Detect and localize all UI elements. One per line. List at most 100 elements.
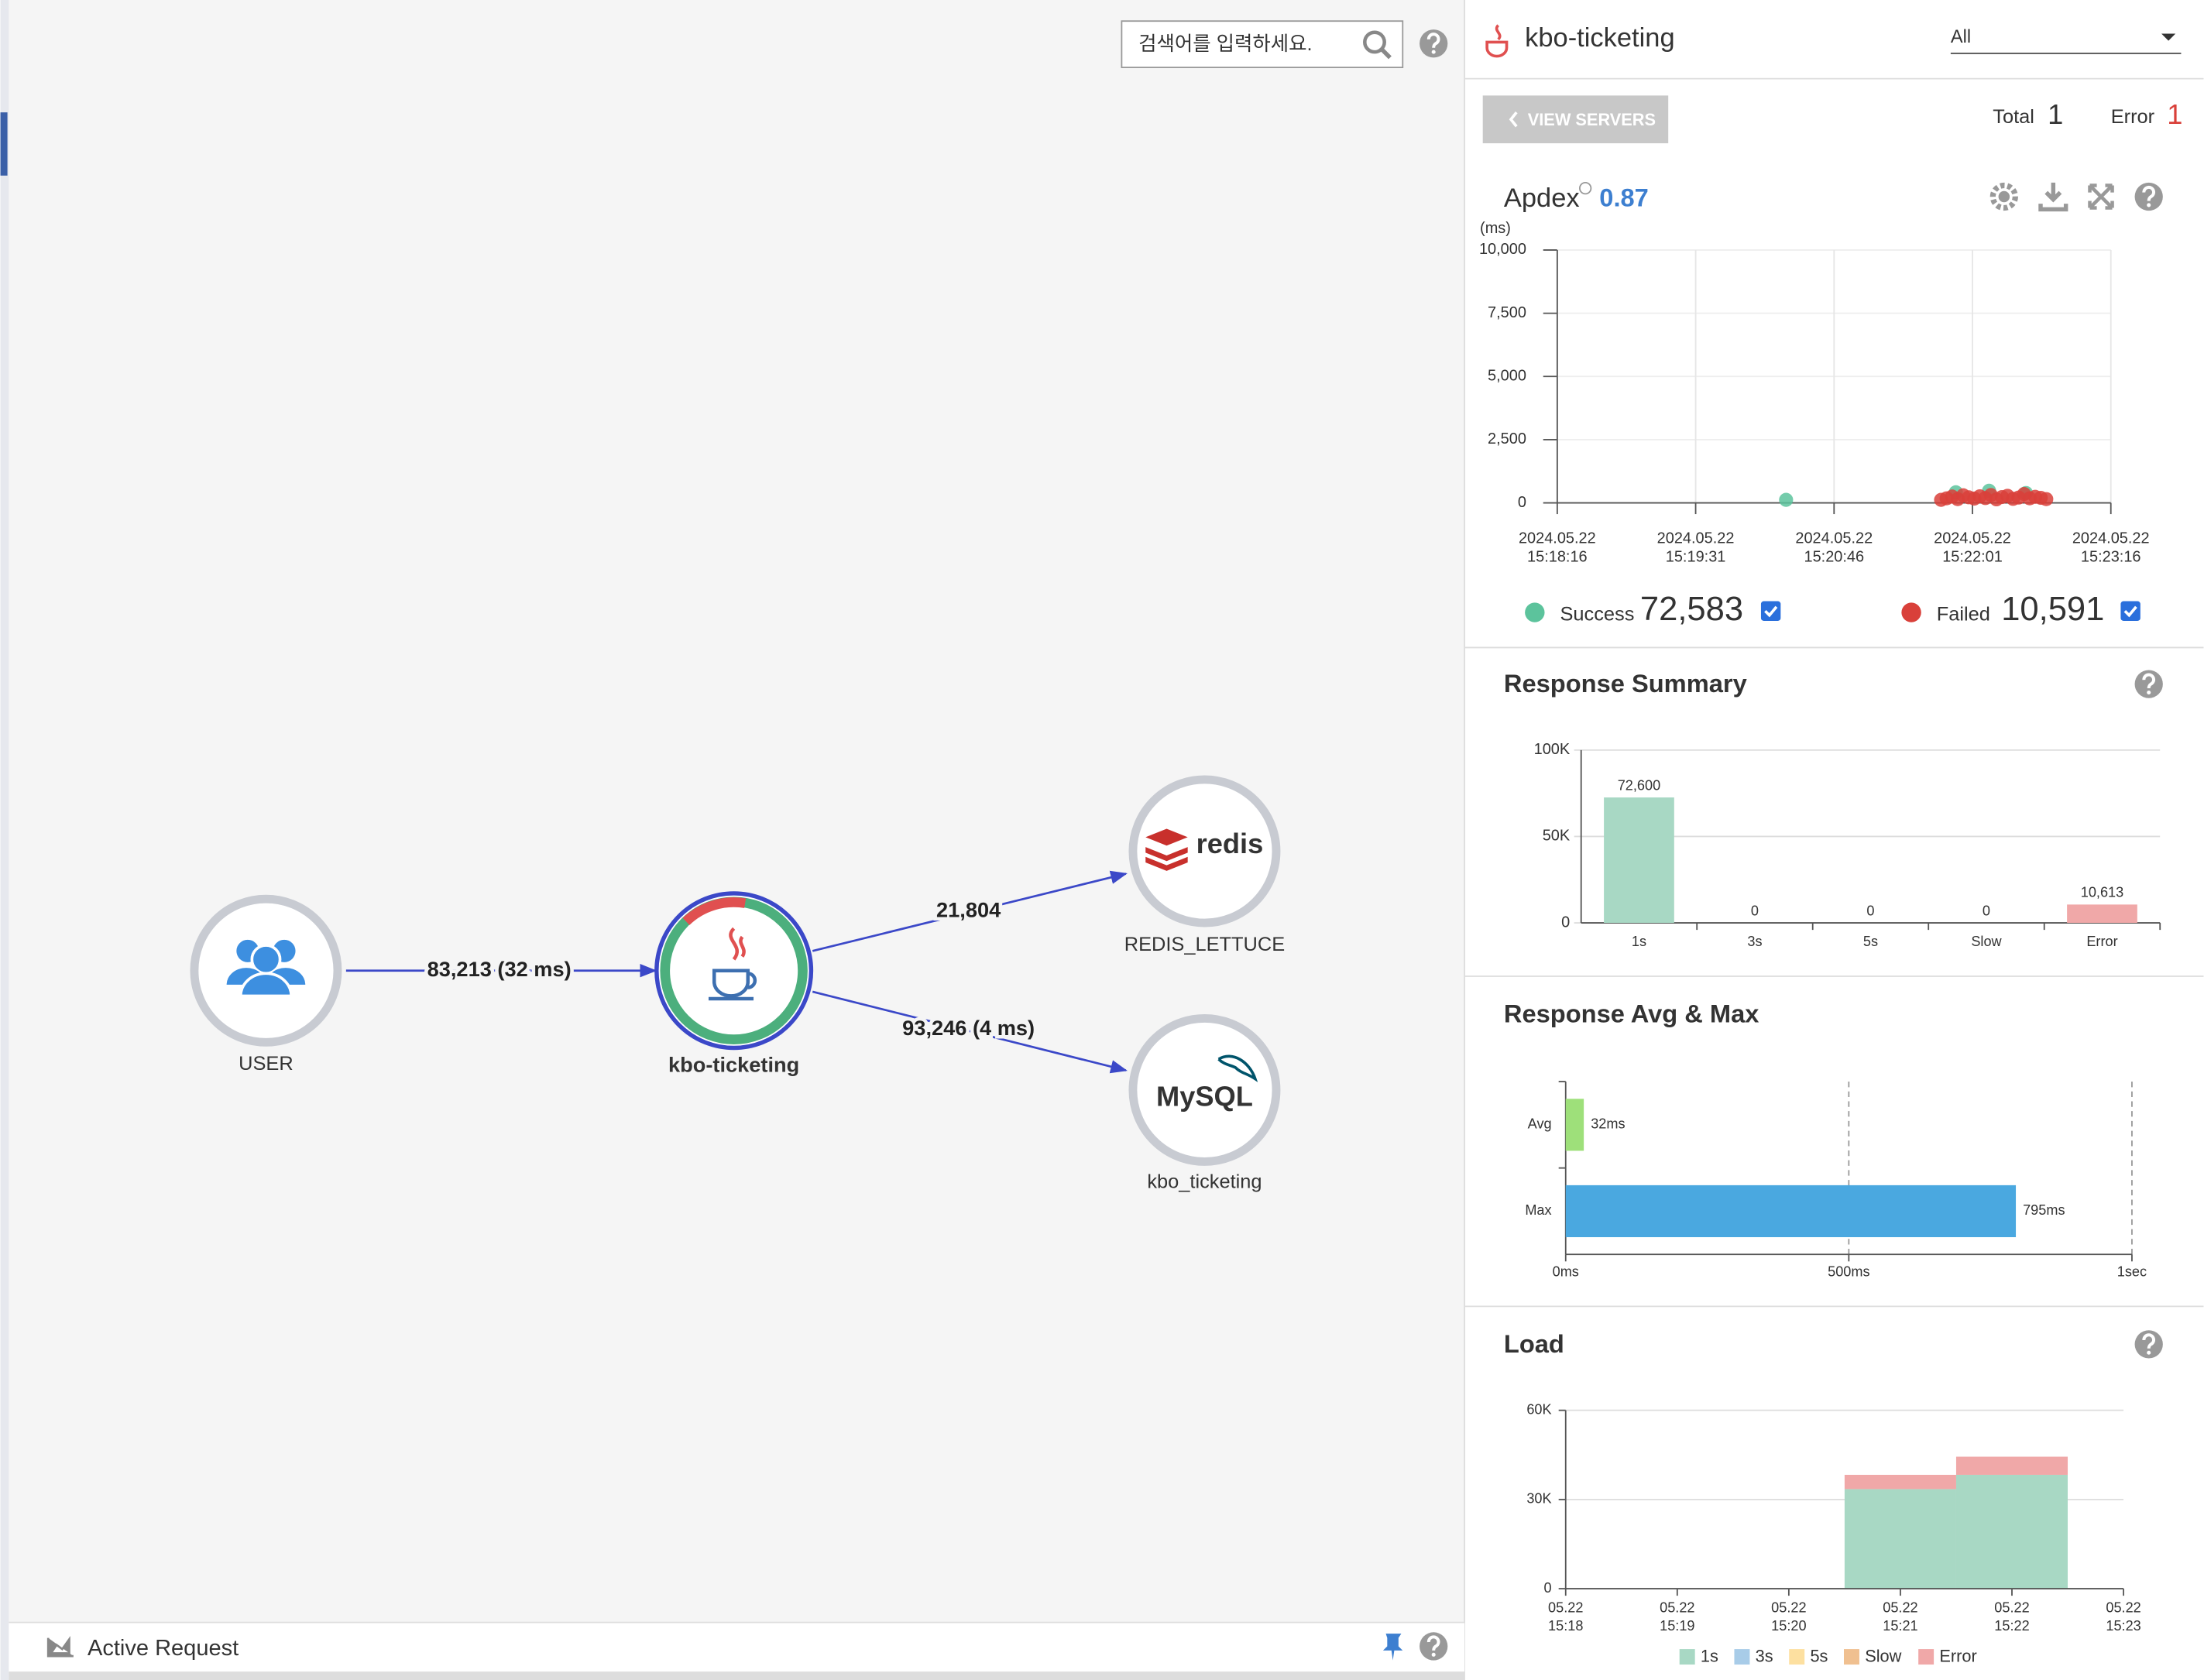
filter-caret[interactable] <box>2161 33 2176 41</box>
legend-total: 10,591 <box>2001 591 2104 628</box>
download-icon[interactable] <box>2038 182 2068 212</box>
legend-checkbox[interactable] <box>2120 601 2140 621</box>
chart-title: Apdex <box>1504 183 1580 213</box>
x-tick-label: 500ms <box>1828 1264 1869 1280</box>
y-tick-label: 5,000 <box>1488 368 1526 385</box>
node-app[interactable] <box>654 891 814 1051</box>
expand-icon[interactable] <box>2088 183 2114 210</box>
check <box>1764 605 1778 618</box>
y-tick-label: Avg <box>1528 1116 1552 1132</box>
node-label: REDIS_LETTUCE <box>1124 934 1285 955</box>
y-tick-label: 50K <box>1543 828 1571 845</box>
x-tick-label: 1sec <box>2117 1264 2147 1280</box>
edge-line <box>812 870 1128 952</box>
search-box[interactable] <box>1121 20 1404 68</box>
x-tick-label: 05.22 15:22 <box>1994 1599 2029 1634</box>
help-dot <box>2147 690 2151 695</box>
error-label: Error <box>2111 106 2155 128</box>
x-tick-label: 2024.05.22 15:18:16 <box>1519 530 1596 566</box>
point <box>2039 492 2054 506</box>
bar <box>1604 797 1674 924</box>
node-redis[interactable]: redis <box>1128 775 1281 927</box>
legend-swatch <box>1789 1649 1805 1665</box>
edge-label[interactable]: 21,804 <box>932 894 1004 925</box>
help-icon[interactable] <box>2134 1330 2163 1359</box>
help-glyph <box>2142 673 2156 689</box>
edge-label[interactable]: 83,213 (32 ms) <box>424 953 575 984</box>
x-tick-label: 2024.05.22 15:20:46 <box>1795 530 1873 566</box>
legend-total: 72,583 <box>1640 591 1743 628</box>
x-tick-label: 3s <box>1747 934 1762 949</box>
settings-icon[interactable] <box>1989 182 2018 211</box>
legend-checkbox[interactable] <box>1760 601 1781 621</box>
help-icon[interactable] <box>2134 182 2163 211</box>
value-label: 32ms <box>1591 1116 1625 1132</box>
legend-label: 3s <box>1756 1647 1773 1666</box>
bar-segment <box>1955 1474 2068 1589</box>
y-tick-label: 100K <box>1534 741 1571 758</box>
legend-label: 1s <box>1701 1647 1718 1666</box>
help-glyph <box>2142 1333 2156 1349</box>
y-tick-label: 0 <box>1561 914 1570 931</box>
apdex-info <box>1578 181 1592 195</box>
value-label: 10,613 <box>2081 885 2123 900</box>
y-tick-label: 0 <box>1518 494 1526 511</box>
help-dot <box>1431 1652 1436 1657</box>
total-label: Total <box>1993 106 2034 128</box>
bar <box>2067 904 2137 924</box>
help-dot <box>2147 203 2151 207</box>
logo-text: MySQL <box>1156 1080 1253 1112</box>
bar-segment <box>1844 1489 1956 1589</box>
x-tick-label: 0ms <box>1553 1264 1579 1280</box>
y-tick-label: Max <box>1525 1202 1551 1218</box>
node-mysql[interactable]: MySQL <box>1128 1013 1281 1166</box>
search-icon[interactable] <box>1363 30 1392 60</box>
x-tick-label: 05.22 15:19 <box>1660 1599 1694 1634</box>
y-tick-label: 0 <box>1544 1580 1552 1596</box>
error-value: 1 <box>2167 98 2182 130</box>
x-tick-label: 5s <box>1863 934 1878 949</box>
pin-icon[interactable] <box>1382 1634 1403 1661</box>
node-label: USER <box>239 1053 294 1075</box>
help-icon[interactable] <box>2134 670 2163 698</box>
legend-marker <box>1901 602 1921 622</box>
footer-icon <box>46 1636 74 1658</box>
legend-label: Error <box>1939 1647 1976 1666</box>
value-label: 795ms <box>2023 1202 2065 1218</box>
bar-segment <box>1844 1474 1956 1490</box>
view-servers-button[interactable] <box>1482 95 1669 144</box>
legend-marker <box>1525 602 1545 622</box>
total-value: 1 <box>2048 98 2063 130</box>
x-tick-label: 05.22 15:18 <box>1548 1599 1583 1634</box>
help-icon[interactable] <box>1420 29 1448 58</box>
help-glyph <box>2142 185 2156 201</box>
legend-label: Slow <box>1865 1647 1901 1666</box>
node-label: kbo_ticketing <box>1147 1171 1262 1192</box>
bar <box>1565 1099 1584 1151</box>
filter-value[interactable]: All <box>1951 26 1971 46</box>
node-user[interactable] <box>190 894 342 1047</box>
chart-title: Response Summary <box>1504 669 1747 698</box>
edge-label[interactable]: 93,246 (4 ms) <box>899 1013 1038 1044</box>
footer-scroll <box>9 1671 1465 1680</box>
x-tick-label: 05.22 15:23 <box>2106 1599 2140 1634</box>
help-icon[interactable] <box>1420 1632 1448 1661</box>
footer-bar <box>9 1622 1465 1680</box>
legend-swatch <box>1843 1649 1859 1665</box>
y-tick-label: 2,500 <box>1488 430 1526 447</box>
help-dot <box>2147 1350 2151 1355</box>
search-placeholder: 검색어를 입력하세요. <box>1138 33 1312 55</box>
y-tick-label: 60K <box>1526 1401 1551 1417</box>
edge-line <box>812 990 1128 1074</box>
value-label: 72,600 <box>1618 777 1660 793</box>
x-tick-label: 2024.05.22 15:23:16 <box>2072 530 2150 566</box>
legend-swatch <box>1679 1649 1695 1665</box>
x-tick-label: Slow <box>1971 934 2002 949</box>
value-label: 0 <box>1866 903 1874 918</box>
button-label: VIEW SERVERS <box>1528 110 1656 129</box>
chevron <box>1509 111 1518 128</box>
chart-title: Load <box>1504 1329 1564 1358</box>
y-tick-label: 30K <box>1526 1491 1551 1507</box>
x-tick-label: 1s <box>1632 934 1646 949</box>
